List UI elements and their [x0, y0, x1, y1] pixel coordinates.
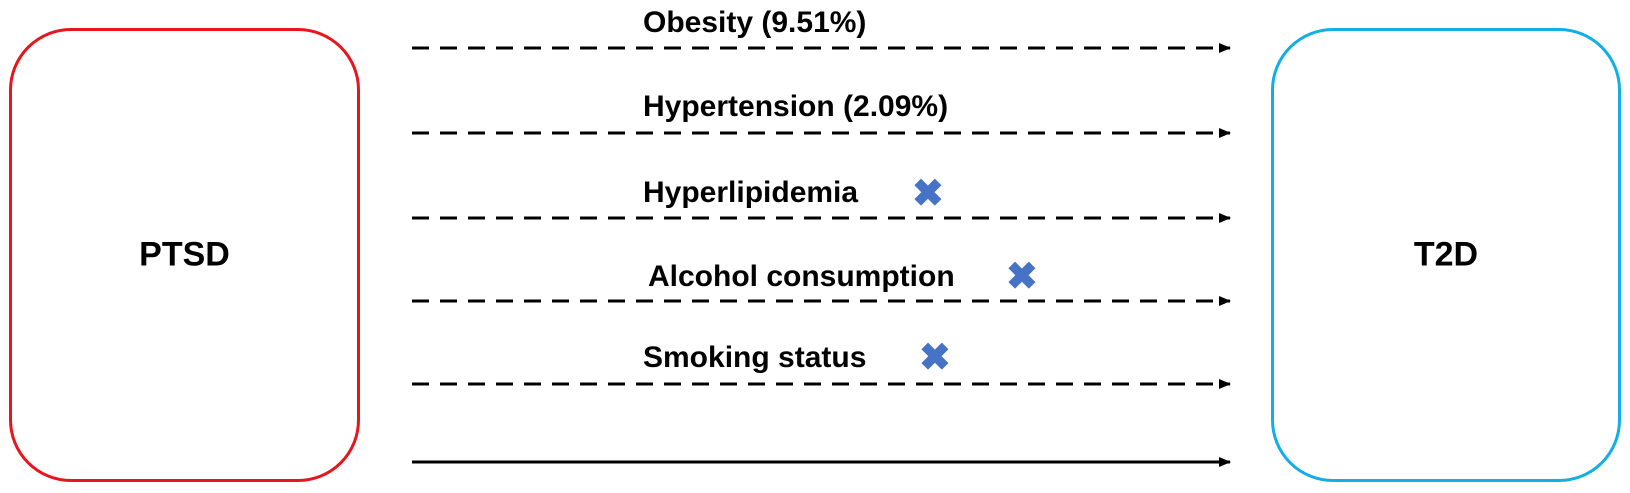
mediator-label-smoking: Smoking status	[643, 341, 867, 374]
mediator-label-alcohol: Alcohol consumption	[648, 260, 955, 293]
cross-mark-icon: ✖	[1006, 256, 1038, 298]
outcome-box: T2D	[1271, 28, 1621, 482]
mediator-label-hypertension: Hypertension (2.09%)	[643, 90, 949, 123]
exposure-label: PTSD	[139, 235, 230, 274]
exposure-box: PTSD	[9, 28, 360, 482]
cross-mark-icon: ✖	[912, 173, 944, 215]
outcome-label: T2D	[1413, 235, 1479, 274]
mediator-label-obesity: Obesity (9.51%)	[643, 6, 867, 39]
mediator-label-hyperlipidemia: Hyperlipidemia	[643, 176, 859, 209]
cross-mark-icon: ✖	[919, 337, 951, 379]
